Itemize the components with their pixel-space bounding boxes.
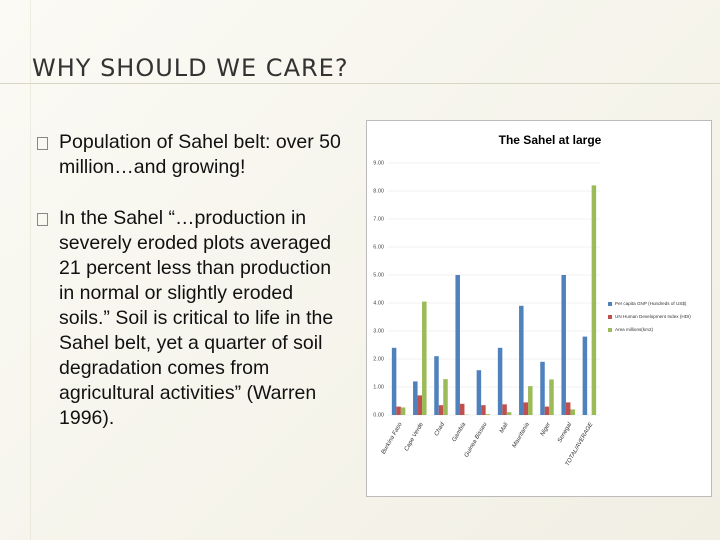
y-tick-label: 9.00 — [373, 160, 384, 166]
slide-title: WHY SHOULD WE CARE? — [32, 54, 349, 82]
bar — [455, 275, 460, 415]
bullet: In the Sahel “…production in severely er… — [37, 206, 347, 431]
bar — [528, 386, 533, 415]
x-tick-label: Mali — [499, 421, 510, 434]
bar — [561, 275, 566, 415]
bar — [438, 405, 444, 415]
bar — [434, 356, 439, 415]
bar — [459, 403, 465, 415]
bar — [506, 412, 512, 415]
bar — [422, 301, 427, 415]
bar — [544, 406, 550, 415]
y-tick-label: 8.00 — [373, 188, 384, 194]
legend-swatch — [608, 315, 612, 319]
bar — [519, 305, 524, 415]
y-tick-label: 7.00 — [373, 216, 384, 222]
bar — [570, 409, 575, 415]
bar — [497, 347, 503, 415]
y-tick-label: 0.00 — [373, 412, 384, 418]
bar — [481, 405, 486, 415]
bar — [591, 185, 597, 415]
bar — [443, 379, 448, 415]
bullet-icon — [37, 137, 48, 150]
divider — [30, 0, 31, 540]
y-tick-label: 3.00 — [373, 328, 384, 334]
legend-label: Area millions(km2) — [615, 327, 654, 332]
bullet-text: Population of Sahel belt: over 50 millio… — [59, 131, 341, 178]
bar — [523, 402, 529, 415]
y-tick-label: 5.00 — [373, 272, 384, 278]
bar — [391, 347, 397, 415]
legend-label: UN Human Development Index (HDI) — [615, 314, 691, 319]
bar — [413, 381, 418, 415]
bar — [565, 402, 571, 415]
legend-swatch — [608, 328, 612, 332]
chart-frame — [366, 120, 712, 497]
divider — [0, 83, 720, 84]
bar — [476, 370, 482, 415]
y-tick-label: 4.00 — [373, 300, 384, 306]
bar — [417, 395, 423, 415]
bullet-text: In the Sahel “…production in severely er… — [59, 207, 334, 429]
y-tick-label: 2.00 — [373, 356, 384, 362]
bar — [540, 361, 545, 415]
bar — [502, 404, 507, 415]
y-tick-label: 6.00 — [373, 244, 384, 250]
bar — [400, 407, 406, 415]
bullet-icon — [37, 213, 48, 226]
y-tick-label: 1.00 — [373, 384, 384, 390]
legend-swatch — [608, 302, 612, 306]
chart: The Sahel at large 0.00 1.00 2.00 3.00 4.00 5… — [366, 120, 712, 497]
bar — [582, 336, 588, 415]
bar — [549, 379, 554, 415]
bar — [485, 414, 491, 415]
chart-title: The Sahel at large — [499, 133, 602, 147]
bar — [396, 406, 401, 415]
bullet: Population of Sahel belt: over 50 millio… — [37, 130, 347, 180]
legend-label: Per capita GNP (Hundreds of US$) — [615, 301, 687, 306]
